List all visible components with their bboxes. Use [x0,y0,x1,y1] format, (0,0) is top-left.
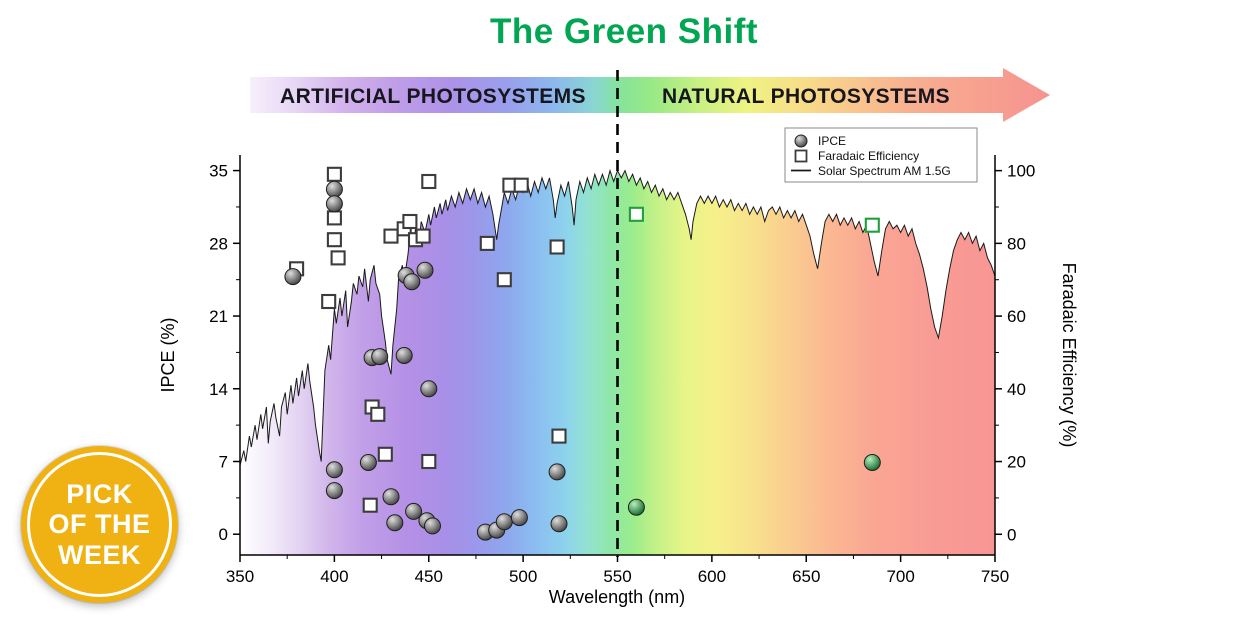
y-right-tick-label: 40 [1007,380,1026,399]
faradaic-efficiency-point [864,217,880,233]
ipce-point [382,488,400,506]
faradaic-efficiency-point [421,173,437,190]
x-tick-label: 500 [509,567,537,586]
y-right-tick-label: 0 [1007,525,1016,544]
legend-fe-marker-icon [794,149,808,163]
y-left-tick-label: 0 [219,525,228,544]
faradaic-efficiency-point [362,497,378,513]
faradaic-efficiency-point [377,446,393,462]
faradaic-efficiency-point [421,453,437,470]
x-tick-label: 550 [603,567,631,586]
faradaic-efficiency-point [479,235,495,251]
x-tick-label: 400 [320,567,348,586]
left-axis-title: IPCE (%) [158,317,178,392]
x-axis-title: Wavelength (nm) [549,587,685,607]
ipce-point [325,195,343,213]
ipce-point [405,502,423,520]
solar-spectrum-curve [239,168,996,466]
banner-left-label: ARTIFICIAL PHOTOSYSTEMS [280,85,586,108]
ipce-point [420,380,438,398]
y-left-tick-label: 21 [209,307,228,326]
figure-title: The Green Shift [489,12,759,51]
faradaic-efficiency-point [370,406,386,422]
faradaic-efficiency-point [628,206,644,222]
faradaic-efficiency-point [551,428,567,444]
right-axis-title: Faradaic Efficiency (%) [1059,263,1079,448]
faradaic-efficiency-point [549,239,565,255]
ipce-point [325,180,343,198]
faradaic-efficiency-point [415,228,431,244]
legend-box [784,127,978,183]
ipce-point [495,513,513,531]
banner-arrow-shape [250,68,1050,122]
faradaic-efficiency-point [326,166,342,182]
ipce-point [325,461,343,479]
faradaic-efficiency-point [513,177,529,193]
ipce-point [325,482,343,500]
badge-line-1: PICK [66,479,133,510]
faradaic-efficiency-point [326,232,342,248]
x-tick-label: 600 [698,567,726,586]
faradaic-efficiency-point [326,210,342,226]
ipce-point [416,261,434,279]
data-points-layer [284,166,881,541]
ipce-point [863,454,881,471]
ipce-point [359,454,377,471]
pick-of-week-badge: PICK OF THE WEEK [21,446,178,603]
ipce-point [627,498,645,516]
legend-label-faradaic: Faradaic Efficiency [818,149,919,163]
y-right-tick-label: 100 [1007,162,1035,181]
legend: IPCE Faradaic Efficiency Solar Spectrum … [784,127,978,183]
x-tick-label: 650 [792,567,820,586]
ipce-point [395,347,413,364]
banner-right-label: NATURAL PHOTOSYSTEMS [662,85,950,108]
x-tick-label: 700 [886,567,914,586]
badge-line-3: WEEK [58,539,141,570]
ipce-point [550,515,568,533]
ipce-point [284,268,302,286]
y-left-tick-label: 7 [219,452,228,471]
legend-label-ipce: IPCE [818,134,846,148]
ipce-point [371,348,389,366]
axes-layer: 350 400 450 500 550 600 650 700 7500714212835020… [209,155,1035,586]
y-left-tick-label: 35 [209,162,228,181]
faradaic-efficiency-point [383,228,399,244]
ipce-point [403,273,421,291]
banner-arrow: ARTIFICIAL PHOTOSYSTEMS NATURAL PHOTOSYS… [250,68,1050,122]
legend-label-solar: Solar Spectrum AM 1.5G [818,164,951,178]
y-right-tick-label: 20 [1007,453,1026,472]
faradaic-efficiency-point [402,213,418,230]
ipce-point [510,509,528,527]
legend-ipce-marker-icon [794,134,808,148]
y-right-tick-label: 80 [1007,234,1026,253]
y-left-tick-label: 28 [209,234,228,253]
x-tick-label: 750 [981,567,1009,586]
faradaic-efficiency-point [496,272,512,288]
badge-line-2: OF THE [48,509,151,540]
ipce-point [548,463,566,481]
y-right-tick-label: 60 [1007,307,1026,326]
faradaic-efficiency-point [321,293,337,310]
x-tick-label: 450 [415,567,443,586]
y-left-tick-label: 14 [209,380,228,399]
ipce-point [386,514,404,532]
x-tick-label: 350 [226,567,254,586]
ipce-point [424,517,441,535]
faradaic-efficiency-point [330,250,346,266]
